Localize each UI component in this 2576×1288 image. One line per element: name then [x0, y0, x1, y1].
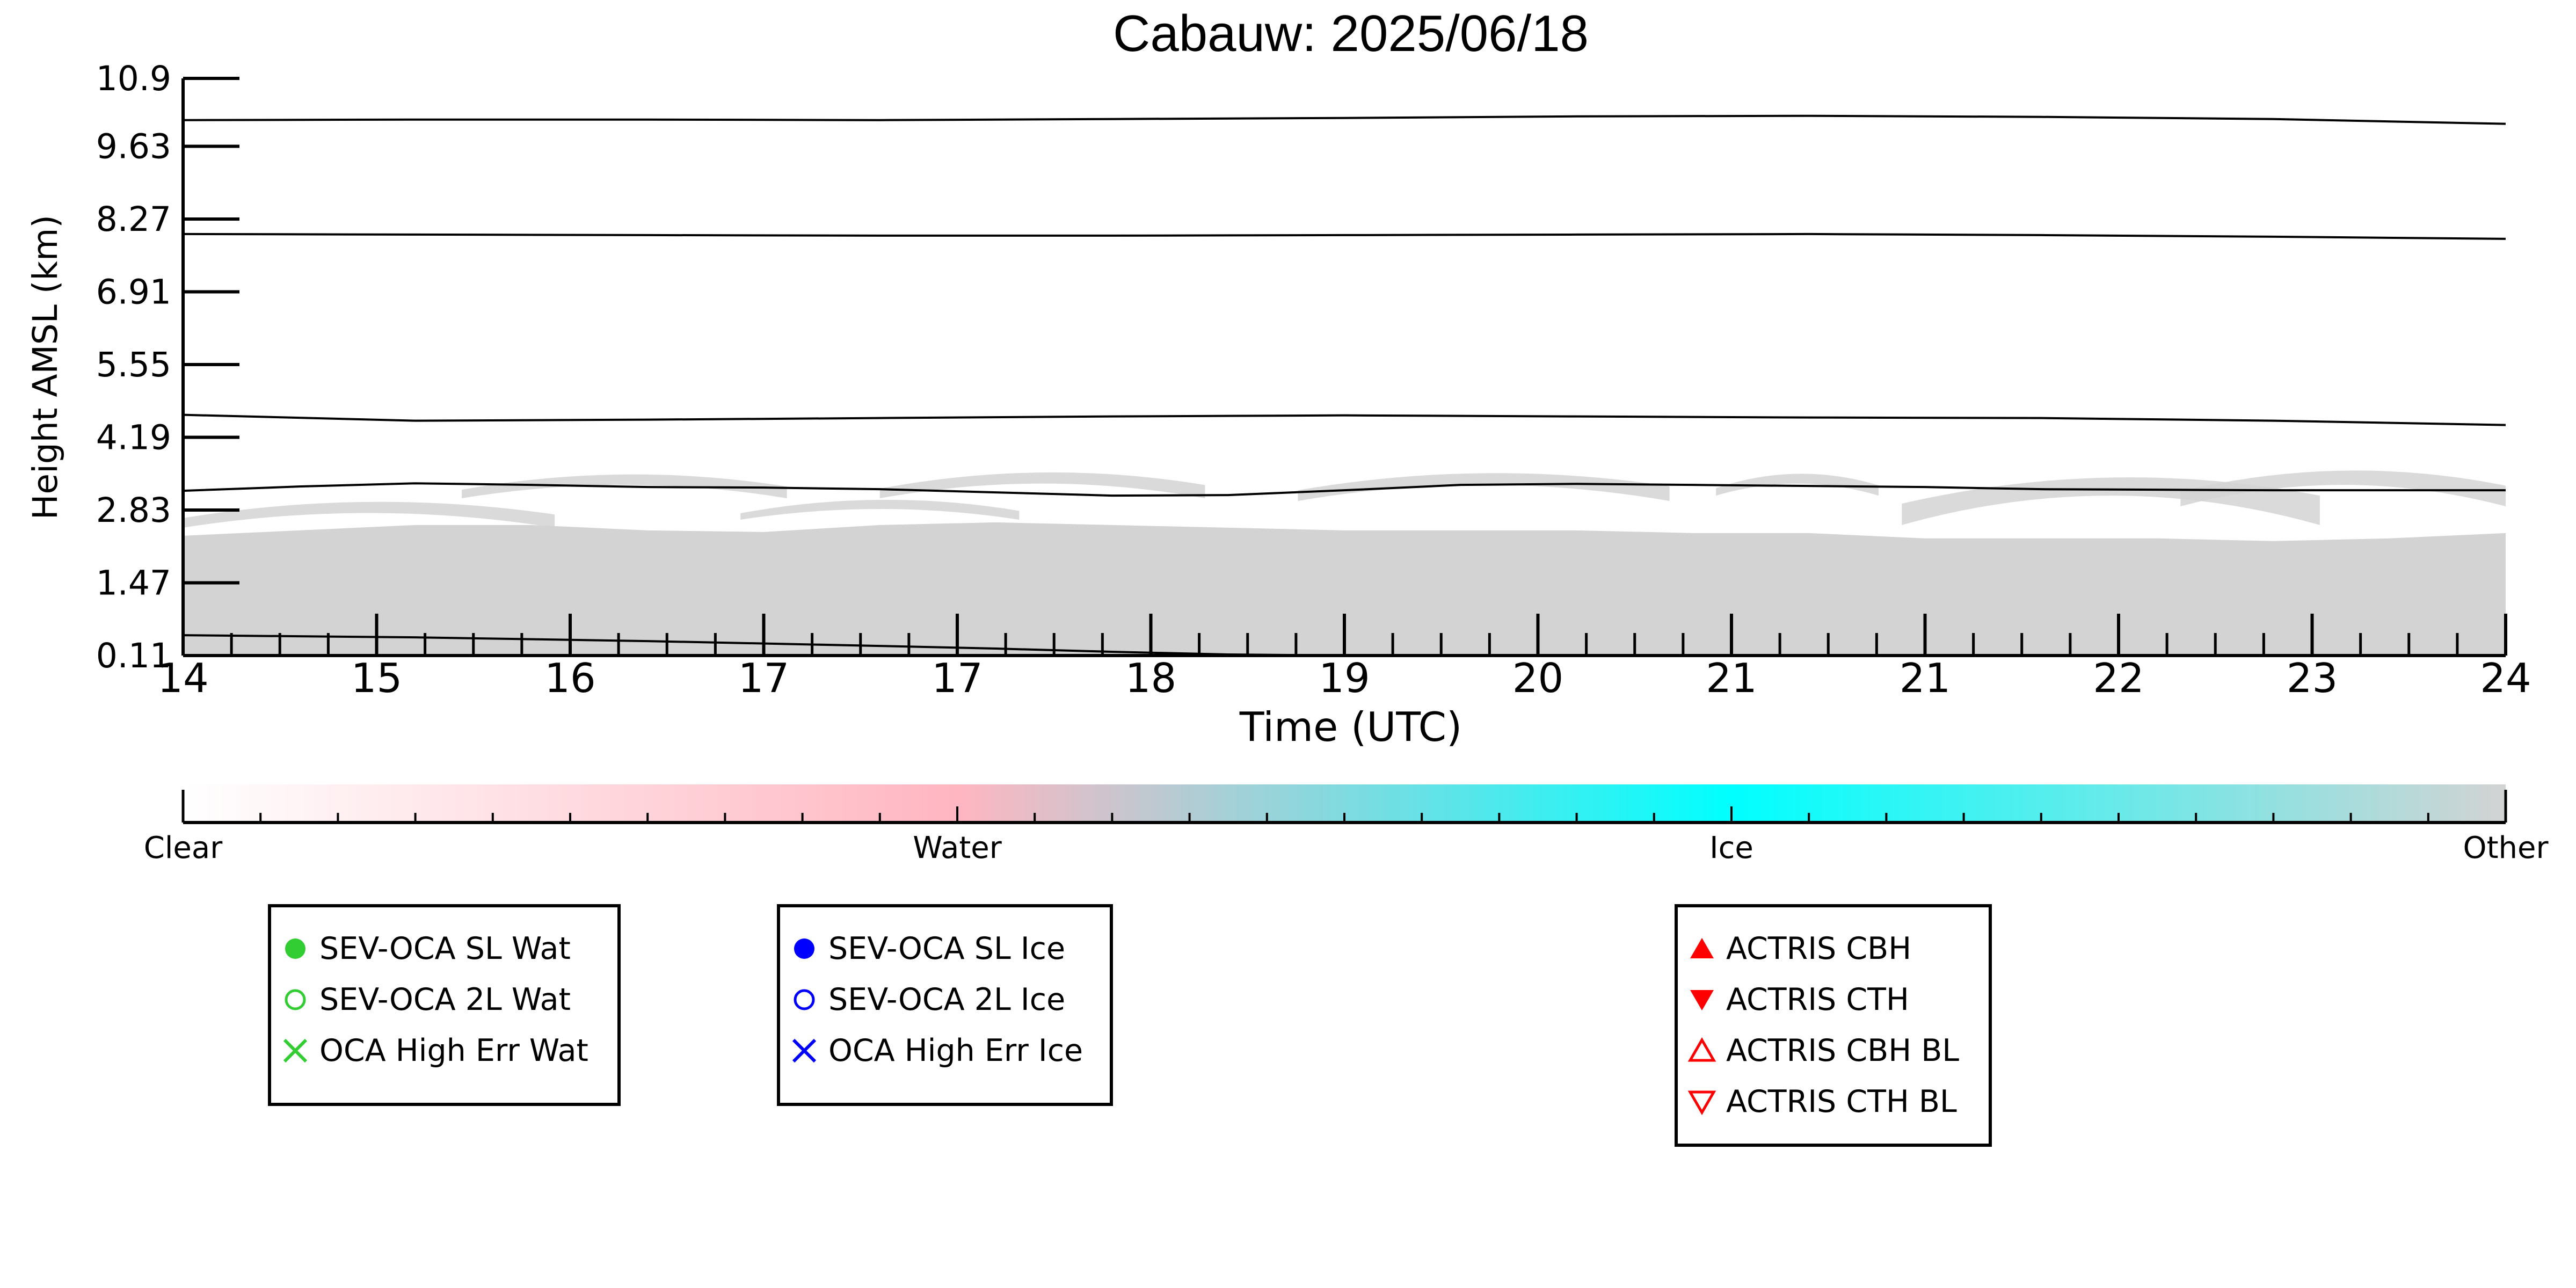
circle-open-symbol	[794, 989, 815, 1010]
legend-entry: OCA High Err Ice	[780, 1027, 1110, 1075]
x-tick-label: 18	[1125, 654, 1176, 702]
legend-entry: SEV-OCA 2L Wat	[271, 976, 617, 1024]
y-tick-label: 2.83	[96, 491, 171, 530]
legend-actris: ACTRIS CBH ACTRIS CTH ACTRIS CBH BL ACTRIS …	[1675, 904, 1992, 1147]
legend-marker-icon	[271, 976, 319, 1024]
height-line-3	[183, 482, 2506, 497]
legend-label: SEV-OCA SL Ice	[828, 931, 1066, 966]
x-tick-label: 15	[351, 654, 402, 702]
legend-entry: SEV-OCA SL Ice	[780, 925, 1110, 973]
triangle-up-filled-symbol	[1690, 938, 1714, 958]
legend-entry: ACTRIS CBH BL	[1678, 1027, 1989, 1075]
legend-label: ACTRIS CTH BL	[1726, 1084, 1957, 1119]
colorbar-label: Water	[913, 831, 1002, 865]
legend-marker-icon	[1678, 925, 1726, 973]
legend-entry: OCA High Err Wat	[271, 1027, 617, 1075]
y-tick-label: 0.11	[96, 636, 171, 675]
legend-entry: ACTRIS CTH BL	[1678, 1078, 1989, 1126]
x-tick-label: 22	[2093, 654, 2144, 702]
legend-sev-ice: SEV-OCA SL Ice SEV-OCA 2L Ice OCA High Err…	[777, 904, 1113, 1106]
x-tick-label: 21	[1706, 654, 1757, 702]
height-line-2	[183, 413, 2506, 426]
legend-marker-icon	[1678, 976, 1726, 1024]
y-tick-label: 10.9	[96, 59, 171, 98]
colorbar-label: Clear	[144, 831, 223, 865]
x-tick-label: 17	[932, 654, 983, 702]
y-tick-label: 6.91	[96, 273, 171, 312]
circle-filled-symbol	[285, 938, 305, 959]
other-patch-5	[1716, 474, 1879, 496]
y-tick-label: 8.27	[96, 200, 171, 239]
x-tick-label: 17	[738, 654, 789, 702]
y-axis-label: Height AMSL (km)	[26, 215, 65, 520]
legend-label: SEV-OCA SL Wat	[319, 931, 571, 966]
legend-marker-icon	[780, 925, 828, 973]
colorbar-label: Other	[2463, 831, 2549, 865]
legend-entry: SEV-OCA 2L Ice	[780, 976, 1110, 1024]
legend-label: OCA High Err Ice	[828, 1033, 1083, 1068]
legend-label: ACTRIS CBH	[1726, 931, 1912, 966]
legend-marker-icon	[271, 925, 319, 973]
colorbar-label: Ice	[1709, 831, 1753, 865]
height-line-1	[183, 232, 2506, 240]
other-patch-0	[183, 501, 555, 528]
cross-symbol	[283, 1038, 308, 1063]
x-tick-label: 14	[157, 654, 208, 702]
x-axis-label: Time (UTC)	[1239, 703, 1462, 751]
other-patch-4	[1298, 473, 1670, 501]
colorbar: Clear Water Ice Other	[144, 784, 2549, 865]
legend-entry: ACTRIS CBH	[1678, 925, 1989, 973]
x-tick-label: 20	[1512, 654, 1563, 702]
legend-sev-water: SEV-OCA SL Wat SEV-OCA 2L Wat OCA High Err…	[268, 904, 621, 1106]
other-patch-2	[740, 499, 1020, 520]
legend-label: ACTRIS CBH BL	[1726, 1033, 1960, 1068]
x-tick-label: 21	[1900, 654, 1951, 702]
circle-filled-symbol	[794, 938, 814, 959]
x-axis: 14 15 16 17 17 18 19 20 21 21 22 23 24	[157, 614, 2531, 702]
triangle-down-filled-symbol	[1690, 990, 1714, 1010]
other-patch-3	[879, 472, 1205, 499]
legend-label: SEV-OCA 2L Ice	[828, 982, 1066, 1017]
triangle-down-open-symbol	[1687, 1090, 1716, 1115]
plot-area	[183, 114, 2506, 657]
legend-marker-icon	[1678, 1027, 1726, 1075]
legend-marker-icon	[780, 1027, 828, 1075]
cross-symbol	[792, 1038, 817, 1063]
y-tick-label: 5.55	[96, 345, 171, 384]
legend-label: ACTRIS CTH	[1726, 982, 1909, 1017]
y-tick-label: 1.47	[96, 564, 171, 603]
y-tick-label: 9.63	[96, 127, 171, 166]
triangle-up-open-symbol	[1687, 1037, 1716, 1062]
other-patch-1	[462, 474, 787, 499]
height-line-0	[183, 114, 2506, 125]
legend-marker-icon	[780, 976, 828, 1024]
chart-title: Cabauw: 2025/06/18	[1113, 5, 1589, 62]
legend-marker-icon	[271, 1027, 319, 1075]
x-tick-label: 19	[1319, 654, 1370, 702]
x-tick-label: 16	[544, 654, 595, 702]
x-tick-label: 23	[2287, 654, 2338, 702]
y-axis: 0.11 1.47 2.83 4.19 5.55 6.91 8.27 9.63 10.9	[96, 59, 239, 675]
y-tick-label: 4.19	[96, 418, 171, 457]
legend-entry: SEV-OCA SL Wat	[271, 925, 617, 973]
legend-entry: ACTRIS CTH	[1678, 976, 1989, 1024]
legend-label: OCA High Err Wat	[319, 1033, 588, 1068]
circle-open-symbol	[285, 989, 306, 1010]
x-tick-label: 24	[2480, 654, 2531, 702]
other-patch-7	[2180, 470, 2506, 507]
legend-marker-icon	[1678, 1078, 1726, 1126]
legend-label: SEV-OCA 2L Wat	[319, 982, 571, 1017]
